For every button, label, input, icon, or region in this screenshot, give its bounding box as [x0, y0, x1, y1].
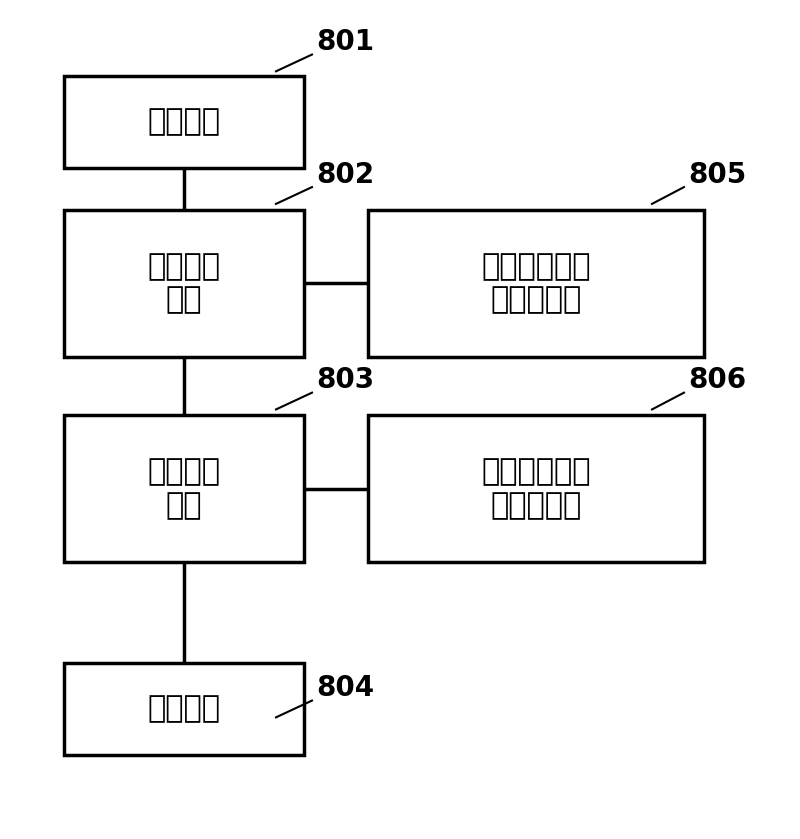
Bar	[368, 210, 704, 357]
Text: 上报门限下限
值设置单元: 上报门限下限 值设置单元	[482, 252, 590, 315]
Text: 上报门限上限
值设置单元: 上报门限上限 值设置单元	[482, 457, 590, 520]
Text: 801: 801	[316, 29, 374, 56]
Text: 804: 804	[316, 675, 374, 702]
Text: 805: 805	[688, 161, 746, 189]
Text: 第二判断
单元: 第二判断 单元	[147, 457, 221, 520]
Bar	[64, 76, 304, 168]
Bar	[64, 415, 304, 562]
Text: 803: 803	[316, 367, 374, 394]
Text: 检测单元: 检测单元	[147, 107, 221, 136]
Bar	[64, 663, 304, 755]
Text: 806: 806	[688, 367, 746, 394]
Text: 传送单元: 传送单元	[147, 695, 221, 723]
Bar	[64, 210, 304, 357]
Bar	[368, 415, 704, 562]
Text: 802: 802	[316, 161, 374, 189]
Text: 第一判断
单元: 第一判断 单元	[147, 252, 221, 315]
